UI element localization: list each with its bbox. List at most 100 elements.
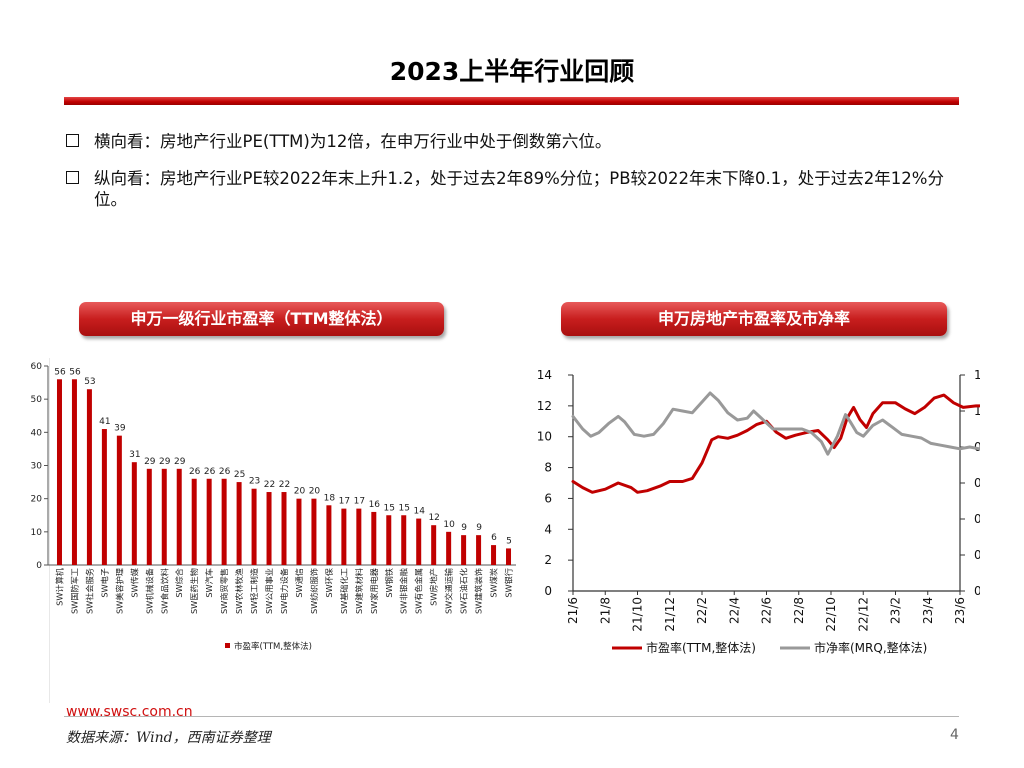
source-note: 数据来源：Wind，西南证券整理 bbox=[66, 730, 271, 746]
bar bbox=[236, 482, 242, 565]
category-label: SW纺织服饰 bbox=[309, 568, 319, 614]
pe-series-line bbox=[571, 393, 980, 494]
category-label: SW建筑装饰 bbox=[474, 568, 484, 614]
category-label: SW石油石化 bbox=[459, 568, 469, 614]
y-tick-label: 60 bbox=[31, 362, 43, 372]
bar bbox=[116, 435, 122, 565]
bar-value-label: 18 bbox=[324, 493, 336, 503]
x-tick-label: 22/10 bbox=[824, 597, 838, 632]
x-tick-label: 22/2 bbox=[695, 597, 709, 624]
category-label: SW食品饮料 bbox=[159, 568, 169, 614]
bar bbox=[131, 462, 137, 565]
x-tick-label: 22/4 bbox=[727, 597, 741, 624]
left-tick-label: 14 bbox=[537, 368, 552, 382]
x-tick-label: 21/6 bbox=[566, 597, 580, 624]
bar bbox=[491, 545, 497, 565]
y-tick-label: 10 bbox=[31, 528, 43, 538]
right-tick-label: 0.2 bbox=[974, 548, 980, 562]
bullet-text: 横向看：房地产行业PE(TTM)为12倍，在申万行业中处于倒数第六位。 bbox=[94, 132, 612, 151]
bar bbox=[221, 478, 227, 565]
bullet-item: 纵向看：房地产行业PE较2022年末上升1.2，处于过去2年89%分位；PB较2… bbox=[66, 168, 966, 212]
bar-value-label: 20 bbox=[294, 487, 306, 497]
legend-label: 市盈率(TTM,整体法) bbox=[234, 641, 312, 652]
category-label: SW医药生物 bbox=[189, 568, 199, 614]
bar bbox=[176, 468, 182, 565]
y-tick-label: 20 bbox=[31, 495, 43, 505]
x-tick-label: 22/8 bbox=[792, 597, 806, 624]
left-tick-label: 12 bbox=[537, 399, 552, 413]
x-tick-label: 22/6 bbox=[760, 597, 774, 624]
bar-value-label: 20 bbox=[309, 487, 321, 497]
website-link[interactable]: www.swsc.com.cn bbox=[66, 704, 193, 720]
bar-value-label: 9 bbox=[476, 523, 482, 533]
bar-value-label: 26 bbox=[204, 467, 216, 477]
category-label: SW交通运输 bbox=[444, 568, 454, 614]
legend-swatch bbox=[225, 643, 230, 648]
bar bbox=[326, 505, 332, 565]
legend-label-pb: 市净率(MRQ,整体法) bbox=[814, 640, 927, 655]
footer-divider bbox=[64, 716, 959, 717]
bar bbox=[71, 379, 77, 565]
bar bbox=[311, 498, 317, 565]
bar-value-label: 53 bbox=[84, 377, 95, 387]
category-label: SW电力设备 bbox=[279, 568, 289, 614]
bar-value-label: 22 bbox=[264, 480, 275, 490]
category-label: SW商贸零售 bbox=[219, 568, 229, 614]
bar bbox=[281, 492, 287, 565]
bar-value-label: 17 bbox=[354, 497, 365, 507]
bar-value-label: 15 bbox=[399, 503, 410, 513]
bar bbox=[161, 468, 167, 565]
category-label: SW农林牧渔 bbox=[234, 568, 244, 614]
bar-value-label: 26 bbox=[219, 467, 231, 477]
bullet-text: 纵向看：房地产行业PE较2022年末上升1.2，处于过去2年89%分位；PB较2… bbox=[94, 169, 944, 209]
bar bbox=[251, 488, 257, 565]
bar bbox=[191, 478, 197, 565]
bar-value-label: 9 bbox=[461, 523, 467, 533]
bar-value-label: 10 bbox=[443, 520, 455, 530]
title-underline-bar bbox=[64, 97, 959, 105]
x-tick-label: 21/8 bbox=[598, 597, 612, 624]
bar bbox=[386, 515, 392, 565]
left-tick-label: 10 bbox=[537, 430, 552, 444]
bar-value-label: 5 bbox=[506, 536, 512, 546]
bar-value-label: 56 bbox=[54, 367, 66, 377]
category-label: SW基础化工 bbox=[339, 568, 349, 614]
bar-value-label: 15 bbox=[384, 503, 395, 513]
bar bbox=[206, 478, 212, 565]
category-label: SW计算机 bbox=[54, 567, 64, 606]
bar-value-label: 6 bbox=[491, 533, 497, 543]
left-tick-label: 6 bbox=[544, 491, 552, 505]
bar-value-label: 17 bbox=[339, 497, 350, 507]
bar-value-label: 29 bbox=[174, 457, 186, 467]
category-label: SW综合 bbox=[174, 568, 184, 598]
category-label: SW银行 bbox=[504, 568, 514, 598]
category-label: SW房地产 bbox=[429, 568, 439, 606]
category-label: SW国防军工 bbox=[69, 568, 79, 614]
bar bbox=[476, 535, 482, 565]
pe-bar-chart: 0 10 20 30 40 50 60 56 SW计算机 56 SW国防军工 53 SW社会服务 41 SW… bbox=[31, 362, 516, 652]
y-tick-label: 0 bbox=[36, 561, 42, 571]
bar-value-label: 39 bbox=[114, 424, 126, 434]
right-tick-label: 0.0 bbox=[974, 584, 980, 598]
bar bbox=[446, 531, 452, 565]
bar bbox=[356, 508, 362, 565]
bar-value-label: 23 bbox=[249, 477, 260, 487]
category-label: SW美容护理 bbox=[114, 568, 124, 614]
right-tick-label: 0.6 bbox=[974, 476, 980, 490]
bar-value-label: 29 bbox=[159, 457, 171, 467]
category-label: SW公用事业 bbox=[264, 568, 274, 614]
left-tick-label: 4 bbox=[544, 522, 552, 536]
category-label: SW建筑材料 bbox=[354, 568, 364, 614]
bar bbox=[296, 498, 302, 565]
category-label: SW通信 bbox=[294, 568, 304, 598]
chart1-title-banner: 申万一级行业市盈率（TTM整体法） bbox=[79, 302, 444, 336]
bar-value-label: 41 bbox=[99, 417, 110, 427]
bar-value-label: 14 bbox=[413, 507, 425, 517]
bar-value-label: 31 bbox=[129, 450, 140, 460]
bar-value-label: 29 bbox=[144, 457, 156, 467]
left-tick-label: 2 bbox=[544, 553, 552, 567]
x-tick-label: 21/12 bbox=[663, 597, 677, 632]
right-tick-label: 1.2 bbox=[974, 368, 980, 382]
pb-series-line bbox=[571, 391, 980, 456]
category-label: SW煤炭 bbox=[489, 568, 499, 598]
